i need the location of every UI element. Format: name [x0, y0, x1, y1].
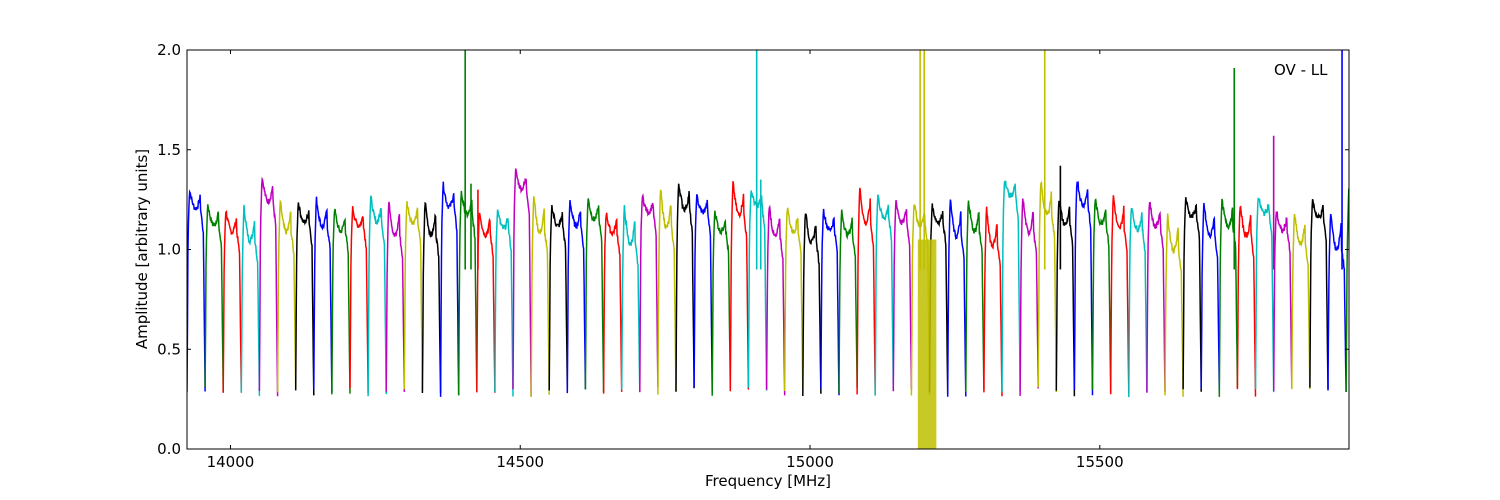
y-tick-label: 1.5 [157, 141, 181, 159]
band-series-33 [783, 207, 804, 392]
y-tick-label: 0.5 [157, 340, 181, 358]
band-series-17 [494, 209, 514, 397]
band-series-35 [820, 208, 840, 396]
x-tick-label: 15000 [786, 453, 834, 471]
band-series-53 [1146, 201, 1166, 393]
band-series-61 [1291, 214, 1311, 390]
axes-layer: 14000 14500 15000 15500 0.0 0.5 1.0 1.5 2.0 [157, 41, 1350, 471]
band-series-23 [602, 212, 623, 394]
y-tick-label: 2.0 [157, 41, 181, 59]
band-series-5 [276, 199, 297, 393]
band-series-10 [367, 195, 387, 397]
band-series-55 [1182, 197, 1202, 392]
band-series-42 [946, 199, 967, 397]
band-series-37 [856, 187, 876, 395]
series-layer [187, 50, 1349, 449]
band-series-30 [729, 181, 750, 392]
band-series-16 [476, 212, 496, 393]
band-series-47 [1037, 180, 1058, 393]
band-series-50 [1091, 198, 1112, 394]
band-series-2 [222, 209, 243, 393]
y-tick-label: 0.0 [157, 440, 181, 458]
band-series-45 [1001, 180, 1021, 393]
band-series-18 [512, 168, 532, 396]
band-series-11 [385, 201, 406, 392]
band-series-28 [693, 194, 713, 393]
x-tick-label: 14500 [496, 453, 544, 471]
x-tick-label: 15500 [1076, 453, 1124, 471]
band-series-34 [802, 213, 822, 397]
band-series-22 [584, 198, 605, 393]
band-series-49 [1073, 180, 1094, 396]
band-series-39 [892, 199, 913, 392]
band-series-8 [331, 208, 351, 395]
band-series-63 [1327, 213, 1347, 392]
band-series-1 [204, 204, 224, 393]
band-series-32 [765, 204, 786, 396]
band-series-59 [1254, 197, 1275, 393]
x-tick-label: 14000 [207, 453, 255, 471]
band-series-7 [313, 196, 333, 393]
band-series-46 [1019, 198, 1039, 396]
annotation-text: OV - LL [1274, 61, 1328, 79]
band-series-6 [294, 202, 315, 396]
band-series-54 [1164, 213, 1184, 397]
band-series-26 [657, 189, 677, 395]
band-series-56 [1200, 202, 1221, 391]
band-series-15 [457, 190, 478, 396]
band-series-43 [965, 200, 985, 392]
band-series-21 [566, 200, 587, 394]
band-series-20 [548, 204, 569, 391]
x-axis-label: Frequency [MHz] [705, 472, 831, 490]
band-series-60 [1272, 210, 1293, 392]
band-series-25 [639, 193, 659, 393]
band-series-36 [838, 209, 858, 394]
y-tick-label: 1.0 [157, 241, 181, 259]
band-series-48 [1055, 200, 1076, 397]
y-axis-label: Amplitude [arbitrary units] [133, 149, 151, 349]
band-series-13 [421, 201, 442, 394]
band-series-44 [983, 206, 1003, 397]
band-series-58 [1236, 205, 1257, 397]
band-series-51 [1109, 195, 1130, 395]
band-series-38 [874, 194, 895, 396]
band-series-19 [530, 196, 550, 398]
band-series-31 [747, 190, 768, 391]
band-series-27 [675, 183, 695, 392]
band-series-0 [187, 189, 206, 393]
band-series-24 [620, 205, 641, 393]
band-series-3 [240, 204, 261, 396]
band-series-14 [439, 181, 460, 397]
band-series-12 [403, 201, 424, 391]
band-series-62 [1309, 199, 1329, 389]
band-series-9 [349, 206, 369, 393]
band-series-41 [928, 203, 949, 394]
band-series-29 [711, 210, 732, 396]
band-series-4 [258, 176, 279, 397]
band-series-52 [1128, 207, 1148, 398]
rfi-block [917, 239, 937, 449]
